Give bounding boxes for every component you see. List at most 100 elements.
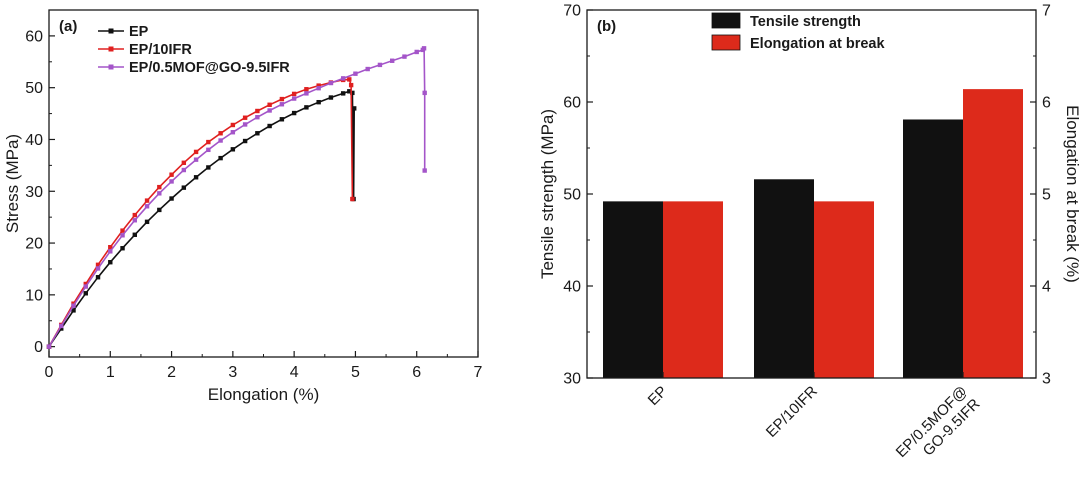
y-tick-label: 70 bbox=[563, 3, 581, 20]
data-point bbox=[414, 49, 419, 55]
data-point bbox=[95, 266, 101, 271]
data-point bbox=[108, 249, 113, 254]
data-point bbox=[328, 80, 334, 86]
y-tick-label: 50 bbox=[25, 80, 43, 97]
data-point bbox=[291, 110, 297, 116]
series-line bbox=[48, 78, 354, 347]
bar bbox=[603, 201, 663, 378]
data-point bbox=[95, 262, 101, 268]
data-point bbox=[421, 46, 427, 51]
bar bbox=[754, 179, 814, 378]
data-point bbox=[169, 172, 174, 177]
data-point bbox=[132, 212, 137, 218]
data-point bbox=[242, 122, 248, 127]
y-tick-label: 10 bbox=[25, 287, 43, 304]
data-point bbox=[144, 204, 150, 209]
data-point bbox=[157, 191, 162, 196]
bar bbox=[963, 89, 1023, 379]
data-point bbox=[230, 130, 236, 135]
data-point bbox=[144, 198, 150, 203]
data-point bbox=[365, 66, 370, 72]
data-point bbox=[291, 96, 297, 101]
data-point bbox=[193, 175, 199, 180]
legend-label: EP/0.5MOF@GO-9.5IFR bbox=[129, 60, 290, 76]
category-label: EP/10IFR bbox=[763, 383, 821, 441]
y-tick-label: 60 bbox=[563, 95, 581, 112]
data-point bbox=[242, 138, 248, 144]
y-tick-label: 20 bbox=[25, 236, 43, 253]
data-point bbox=[316, 99, 321, 105]
data-point bbox=[181, 160, 187, 165]
data-point bbox=[193, 157, 199, 162]
category-label-line: EP/10IFR bbox=[763, 383, 821, 441]
data-point bbox=[83, 291, 88, 296]
data-point bbox=[377, 62, 383, 68]
panel-label: (b) bbox=[597, 18, 616, 35]
category-label: EP bbox=[645, 383, 671, 409]
data-point bbox=[350, 90, 355, 96]
data-point bbox=[181, 185, 187, 190]
legend-label: EP bbox=[129, 24, 149, 40]
data-point bbox=[95, 275, 101, 280]
data-point bbox=[120, 228, 125, 233]
bar bbox=[663, 201, 723, 378]
data-point bbox=[316, 83, 321, 88]
data-point bbox=[218, 131, 223, 136]
data-point bbox=[218, 138, 223, 143]
x-tick-label: 1 bbox=[106, 364, 115, 381]
y-tick-label: 60 bbox=[25, 28, 43, 45]
legend-swatch bbox=[711, 34, 741, 51]
data-point bbox=[328, 95, 334, 100]
y-tick-label: 30 bbox=[563, 371, 581, 388]
data-point bbox=[304, 91, 309, 96]
legend-marker bbox=[108, 28, 114, 34]
data-point bbox=[279, 117, 285, 122]
data-point bbox=[230, 122, 236, 128]
y2-tick-label: 5 bbox=[1042, 187, 1051, 204]
data-point bbox=[352, 106, 357, 111]
data-point bbox=[157, 184, 162, 190]
data-point bbox=[347, 89, 352, 94]
y2-tick-label: 3 bbox=[1042, 371, 1051, 388]
data-point bbox=[390, 58, 395, 63]
legend-marker bbox=[108, 64, 114, 70]
legend-label: Elongation at break bbox=[750, 36, 885, 52]
data-point bbox=[267, 102, 272, 107]
data-point bbox=[144, 219, 150, 225]
category-label-line: EP bbox=[645, 383, 671, 409]
y-axis-label: Stress (MPa) bbox=[3, 134, 22, 233]
x-axis-label: Elongation (%) bbox=[208, 385, 320, 404]
data-point bbox=[267, 123, 272, 129]
data-point bbox=[132, 218, 137, 223]
data-point bbox=[255, 131, 260, 136]
data-point bbox=[422, 168, 427, 173]
data-point bbox=[316, 86, 321, 91]
data-point bbox=[255, 108, 260, 114]
data-point bbox=[181, 167, 187, 173]
series-line bbox=[48, 46, 426, 348]
data-point bbox=[71, 303, 76, 308]
series-line bbox=[48, 90, 355, 348]
data-point bbox=[422, 90, 427, 96]
data-point bbox=[206, 147, 211, 153]
data-point bbox=[218, 155, 223, 161]
y2-tick-label: 4 bbox=[1042, 279, 1051, 296]
data-point bbox=[242, 115, 248, 120]
y-axis-label: Tensile strength (MPa) bbox=[538, 109, 557, 279]
data-point bbox=[279, 102, 285, 107]
data-point bbox=[108, 260, 113, 265]
data-point bbox=[59, 323, 64, 329]
x-tick-label: 0 bbox=[45, 364, 54, 381]
y-tick-label: 0 bbox=[34, 339, 43, 356]
data-point bbox=[291, 91, 297, 97]
x-tick-label: 7 bbox=[474, 364, 483, 381]
data-point bbox=[267, 108, 272, 113]
y-tick-label: 50 bbox=[563, 187, 581, 204]
data-point bbox=[120, 246, 125, 251]
panel-label: (a) bbox=[59, 18, 77, 35]
data-point bbox=[206, 165, 211, 170]
panel-b: 30 40 50 60 70 3 4 5 6 7 EP EP/10IFR EP/0.5MOF@GO-9.… bbox=[538, 3, 1080, 462]
x-tick-label: 5 bbox=[351, 364, 360, 381]
data-point bbox=[46, 344, 52, 349]
